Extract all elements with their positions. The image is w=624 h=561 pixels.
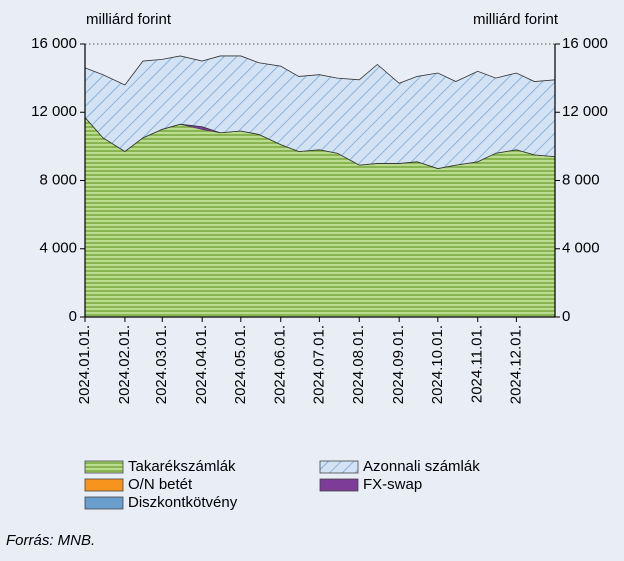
- legend-swatch: [84, 478, 124, 492]
- x-tick-label: 2024.09.01.: [390, 325, 407, 404]
- x-tick-label: 2024.12.01.: [507, 325, 524, 404]
- y2-tick-label: 12 000: [562, 103, 608, 120]
- legend-label: Takarékszámlák: [128, 458, 236, 475]
- y-tick-label: 0: [69, 308, 77, 325]
- x-tick-label: 2024.07.01.: [310, 325, 327, 404]
- x-tick-label: 2024.05.01.: [232, 325, 249, 404]
- legend-label: Azonnali számlák: [363, 458, 480, 475]
- legend-label: O/N betét: [128, 476, 193, 493]
- y-axis-label: milliárd forint: [86, 11, 172, 28]
- legend-swatch: [84, 460, 124, 474]
- y2-axis-label: milliárd forint: [473, 11, 559, 28]
- legend-label: Diszkontkötvény: [128, 494, 238, 511]
- legend-swatch: [319, 460, 359, 474]
- source: Forrás: MNB.: [6, 532, 95, 549]
- legend-swatch: [84, 496, 124, 510]
- y-tick-label: 8 000: [39, 171, 77, 188]
- x-tick-label: 2024.06.01.: [272, 325, 289, 404]
- legend-label: FX-swap: [363, 476, 422, 493]
- y2-tick-label: 8 000: [562, 171, 600, 188]
- x-tick-label: 2024.10.01.: [429, 325, 446, 404]
- x-tick-label: 2024.08.01.: [350, 325, 367, 404]
- x-tick-label: 2024.01.01.: [76, 325, 93, 404]
- y2-tick-label: 0: [562, 308, 570, 325]
- legend-swatch: [319, 478, 359, 492]
- y-tick-label: 16 000: [31, 35, 77, 52]
- x-tick-label: 2024.11.01.: [469, 325, 486, 403]
- x-tick-label: 2024.04.01.: [193, 325, 210, 404]
- y-tick-label: 4 000: [39, 240, 77, 257]
- x-tick-label: 2024.02.01.: [116, 325, 133, 404]
- x-tick-label: 2024.03.01.: [153, 325, 170, 404]
- y2-tick-label: 16 000: [562, 35, 608, 52]
- y2-tick-label: 4 000: [562, 240, 600, 257]
- y-tick-label: 12 000: [31, 103, 77, 120]
